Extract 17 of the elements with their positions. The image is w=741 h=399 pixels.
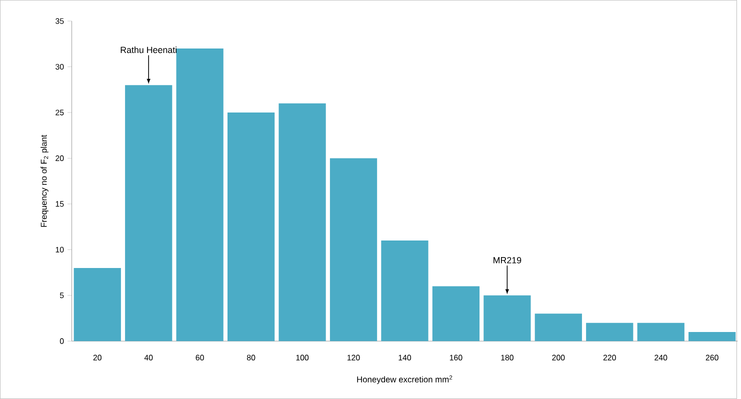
bar [125,85,172,342]
bar [176,48,224,342]
bar [688,332,736,342]
bar [381,240,428,342]
y-axis-title: Frequency no of F$_{2}$ plant [40,134,48,227]
bar [484,295,531,342]
bar [74,268,121,342]
bar [330,158,378,342]
annotation: MR219 [494,257,522,264]
annotation: Rathu Heenati [120,46,176,54]
bar [586,322,634,342]
bar [637,322,684,342]
bar [227,112,275,342]
bar [534,314,582,342]
x-axis-title: Honeydew excretion mm$^{2}$ [357,375,452,384]
bar [278,103,326,342]
bar [432,286,480,342]
